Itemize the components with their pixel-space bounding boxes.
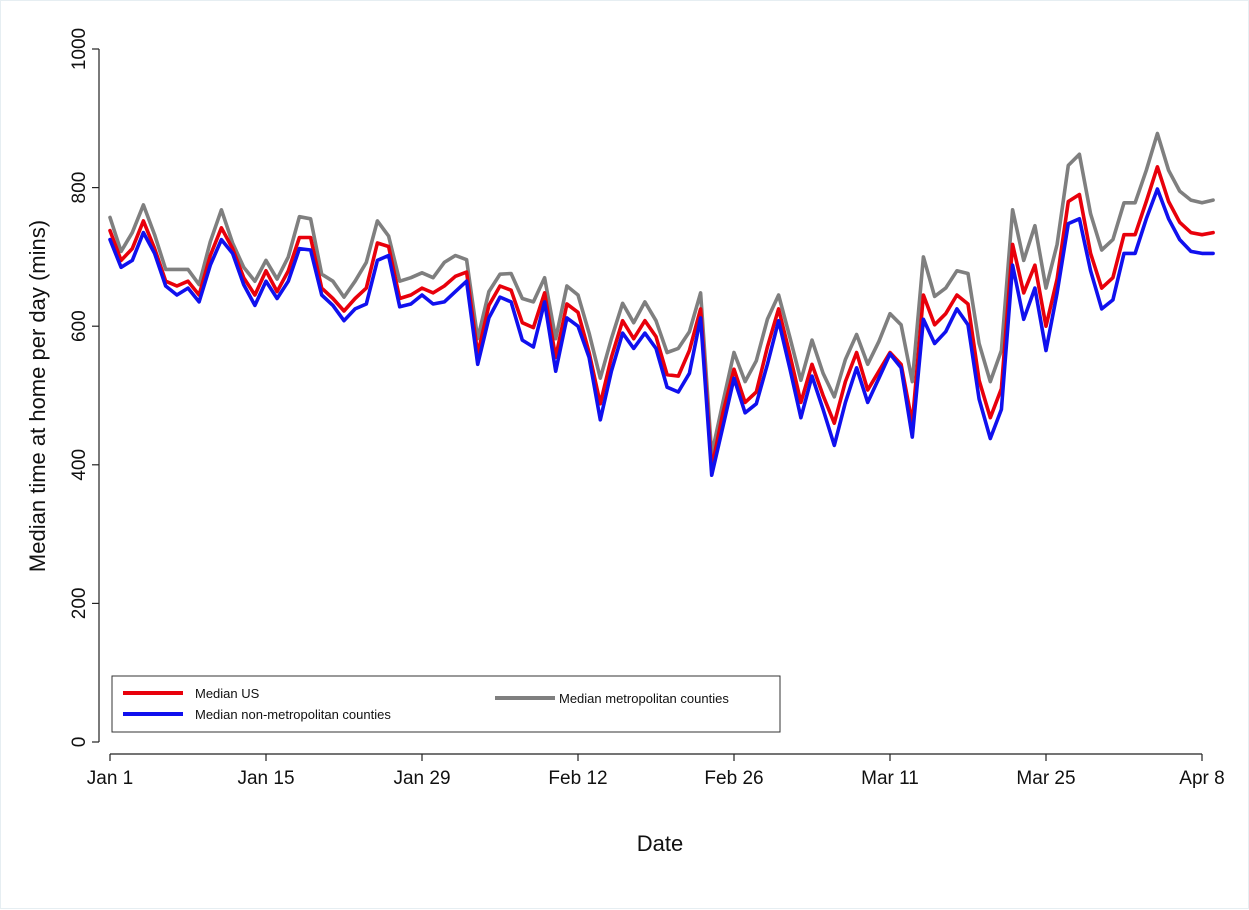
x-tick-label: Feb 12	[548, 768, 607, 789]
y-tick-label: 0	[69, 737, 90, 748]
series-line-median-us	[108, 165, 1215, 471]
x-tick-label: Mar 25	[1016, 768, 1075, 789]
y-tick-label: 1000	[69, 28, 90, 70]
y-tick-label: 800	[69, 172, 90, 204]
legend-label-median-metropolitan: Median metropolitan counties	[559, 691, 729, 706]
x-axis-title: Date	[637, 831, 683, 856]
x-tick-label: Jan 15	[237, 768, 294, 789]
y-tick-label: 400	[69, 449, 90, 481]
x-tick-label: Mar 11	[861, 768, 919, 789]
series-line-median-non-metropolitan	[108, 187, 1215, 478]
x-tick-label: Feb 26	[704, 768, 763, 789]
legend-box	[111, 675, 781, 733]
legend-label-median-non-metropolitan: Median non-metropolitan counties	[195, 707, 391, 722]
series-line-median-metropolitan	[108, 131, 1215, 457]
y-tick-label: 600	[69, 310, 90, 342]
series-layer	[108, 131, 1215, 478]
legend-label-median-us: Median US	[195, 686, 260, 701]
x-tick-label: Jan 29	[393, 768, 450, 789]
y-axis-title: Median time at home per day (mins)	[25, 220, 50, 572]
x-tick-label: Jan 1	[87, 768, 133, 789]
legend: Median US Median non-metropolitan counti…	[111, 675, 781, 733]
y-tick-label: 200	[69, 588, 90, 620]
x-tick-label: Apr 8	[1179, 768, 1224, 789]
axes: 0 200 400 600 800 1000 Jan 1 Jan 15 Jan 29 Feb 12…	[69, 28, 1225, 789]
